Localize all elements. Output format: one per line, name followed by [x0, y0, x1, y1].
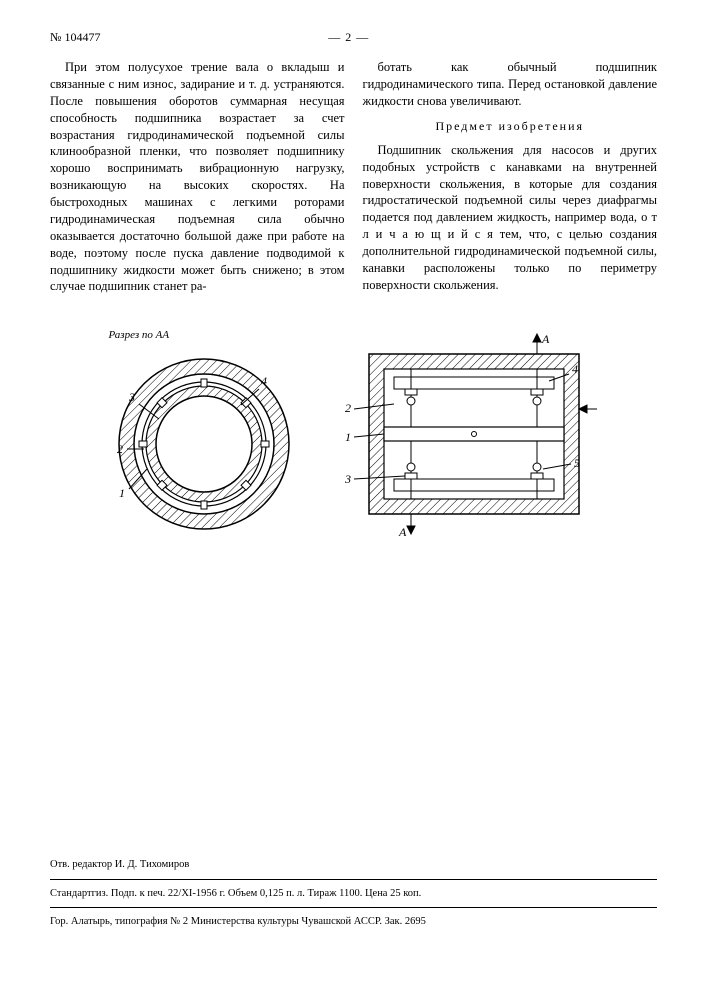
imprint-line: Стандартгиз. Подп. к печ. 22/XI-1956 г. … [50, 886, 657, 902]
figure-circle: Разрез по АА [109, 329, 299, 544]
paragraph: Подшипник скольжения для насосов и други… [363, 142, 658, 294]
label-4: 4 [572, 362, 578, 376]
left-column: При этом полусухое трение вала о вкладыш… [50, 59, 345, 299]
paragraph: ботать как обычный подшипник гидродинами… [363, 59, 658, 110]
label-4: 4 [261, 374, 267, 388]
printer-line: Гор. Алатырь, типография № 2 Министерств… [50, 914, 657, 930]
figure-rect: А А 1 2 3 4 5 [339, 329, 599, 544]
footer: Отв. редактор И. Д. Тихомиров Стандартги… [50, 857, 657, 930]
arrow-label-top: А [541, 332, 550, 346]
label-1: 1 [345, 430, 351, 444]
section-heading: Предмет изобретения [363, 118, 658, 134]
text-columns: При этом полусухое трение вала о вкладыш… [50, 59, 657, 299]
doc-number: № 104477 [50, 30, 100, 45]
page: № 104477 — 2 — При этом полусухое трение… [0, 0, 707, 1000]
label-2: 2 [117, 442, 123, 456]
label-3: 3 [344, 472, 351, 486]
label-3: 3 [128, 390, 135, 404]
arrow-label-bottom: А [398, 525, 407, 539]
figures-row: Разрез по АА [50, 329, 657, 544]
page-number: — 2 — [328, 30, 369, 45]
page-header: № 104477 — 2 — [50, 30, 657, 45]
label-1: 1 [119, 486, 125, 500]
figure-caption: Разрез по АА [109, 329, 299, 341]
rect-diagram: А А 1 2 3 4 5 [339, 329, 599, 539]
label-2: 2 [345, 401, 351, 415]
circle-diagram: 1 2 3 4 [109, 349, 299, 539]
label-5: 5 [574, 456, 580, 470]
paragraph: При этом полусухое трение вала о вкладыш… [50, 59, 345, 295]
right-column: ботать как обычный подшипник гидродинами… [363, 59, 658, 299]
editor-line: Отв. редактор И. Д. Тихомиров [50, 857, 657, 873]
